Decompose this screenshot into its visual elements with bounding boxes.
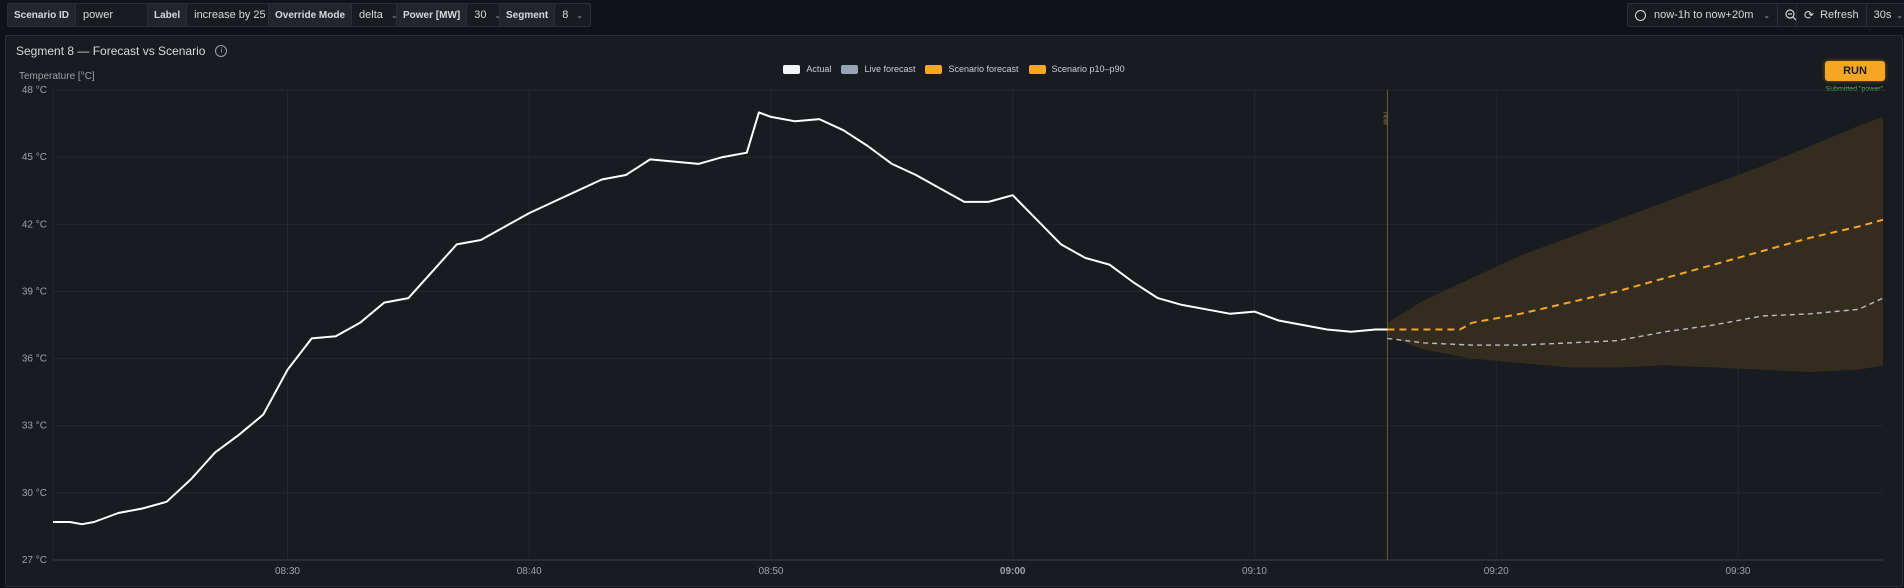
legend-label: Actual bbox=[806, 64, 832, 74]
y-tick-label: 36 °C bbox=[22, 354, 47, 365]
power-select[interactable]: 30 ⌄ bbox=[467, 4, 508, 26]
refresh-picker[interactable]: ⟳ Refresh 30s ⌄ bbox=[1796, 3, 1904, 27]
clock-icon bbox=[1635, 9, 1646, 21]
scenario-p10-p90-band bbox=[1387, 116, 1883, 373]
zoom-out-icon bbox=[1785, 9, 1797, 21]
legend-item-scenario-band[interactable]: Scenario p10–p90 bbox=[1028, 64, 1125, 74]
chart-legend: Actual Live forecast Scenario forecast S… bbox=[6, 64, 1902, 74]
x-tick-label: 09:00 bbox=[1000, 566, 1026, 577]
refresh-label: Refresh bbox=[1820, 9, 1859, 21]
chevron-down-icon: ⌄ bbox=[1896, 10, 1904, 20]
panel-title: Segment 8 — Forecast vs Scenario i bbox=[16, 44, 228, 58]
legend-label: Scenario forecast bbox=[948, 64, 1019, 74]
label-input[interactable]: increase by 25 bbox=[194, 9, 266, 21]
legend-swatch bbox=[783, 64, 801, 74]
segment-value: 8 bbox=[562, 9, 569, 21]
grid-lines bbox=[52, 89, 1883, 561]
y-tick-label: 42 °C bbox=[22, 219, 47, 230]
chevron-down-icon: ⌄ bbox=[494, 10, 502, 20]
scenario-forecast-line bbox=[1387, 218, 1884, 331]
x-tick-label: 08:30 bbox=[275, 566, 300, 577]
label-label: Label bbox=[148, 4, 188, 26]
zoom-out-button[interactable] bbox=[1777, 4, 1804, 26]
info-icon[interactable]: i bbox=[215, 45, 228, 57]
chevron-down-icon: ⌄ bbox=[390, 10, 398, 20]
legend-item-scenario-forecast[interactable]: Scenario forecast bbox=[925, 64, 1019, 74]
power-label: Power [MW] bbox=[397, 4, 468, 26]
now-label: now bbox=[1381, 112, 1388, 126]
legend-item-live-forecast[interactable]: Live forecast bbox=[841, 64, 915, 74]
scenario-id-label: Scenario ID bbox=[8, 4, 77, 26]
toolbar: Scenario ID power Label increase by 25 O… bbox=[0, 0, 1904, 28]
segment-label: Segment bbox=[500, 4, 556, 26]
override-mode-value: delta bbox=[359, 9, 383, 21]
legend-swatch bbox=[841, 64, 859, 74]
y-tick-label: 30 °C bbox=[22, 488, 47, 499]
live-forecast-line bbox=[1387, 297, 1884, 346]
y-axis-ticks: 27 °C 30 °C 33 °C 36 °C 39 °C 42 °C 45 °C 48 °C bbox=[22, 85, 47, 566]
x-axis-ticks: 08:30 08:40 08:50 09:00 09:10 09:20 09:30 bbox=[275, 566, 1751, 577]
legend-item-actual[interactable]: Actual bbox=[783, 64, 831, 74]
label-control[interactable]: Label increase by 25 bbox=[147, 3, 274, 27]
time-range-value: now-1h to now+20m bbox=[1654, 9, 1754, 21]
override-mode-control[interactable]: Override Mode delta ⌄ bbox=[268, 3, 406, 27]
override-mode-select[interactable]: delta ⌄ bbox=[352, 4, 405, 26]
x-tick-label: 08:40 bbox=[517, 566, 542, 577]
legend-swatch bbox=[1028, 64, 1046, 74]
refresh-interval-select[interactable]: 30s ⌄ bbox=[1865, 4, 1904, 26]
y-tick-label: 39 °C bbox=[22, 286, 47, 297]
x-tick-label: 09:10 bbox=[1242, 566, 1267, 577]
run-button[interactable]: RUN bbox=[1825, 61, 1885, 81]
refresh-interval-value: 30s bbox=[1873, 9, 1892, 21]
segment-select[interactable]: 8 ⌄ bbox=[555, 4, 590, 26]
y-tick-label: 45 °C bbox=[22, 152, 47, 163]
legend-label: Scenario p10–p90 bbox=[1051, 64, 1125, 74]
override-mode-label: Override Mode bbox=[269, 4, 353, 26]
actual-line bbox=[53, 111, 1388, 526]
y-tick-label: 33 °C bbox=[22, 421, 47, 432]
time-range-button[interactable]: now-1h to now+20m ⌄ bbox=[1628, 4, 1777, 26]
refresh-icon: ⟳ bbox=[1804, 8, 1815, 22]
panel-title-text: Segment 8 — Forecast vs Scenario bbox=[16, 44, 206, 58]
y-axis-title: Temperature [°C] bbox=[19, 71, 95, 82]
chevron-down-icon: ⌄ bbox=[576, 10, 584, 20]
power-value: 30 bbox=[474, 9, 487, 21]
chevron-down-icon: ⌄ bbox=[1763, 10, 1771, 20]
y-tick-label: 48 °C bbox=[22, 85, 47, 96]
legend-label: Live forecast bbox=[864, 64, 916, 74]
x-tick-label: 08:50 bbox=[758, 566, 783, 577]
scenario-id-input[interactable]: power bbox=[83, 9, 113, 21]
scenario-id-control[interactable]: Scenario ID power bbox=[7, 3, 154, 27]
y-tick-label: 27 °C bbox=[22, 555, 47, 566]
x-tick-label: 09:20 bbox=[1484, 566, 1509, 577]
segment-control[interactable]: Segment 8 ⌄ bbox=[499, 3, 592, 27]
x-tick-label: 09:30 bbox=[1725, 566, 1750, 577]
legend-swatch bbox=[925, 64, 943, 74]
refresh-button[interactable]: ⟳ Refresh bbox=[1797, 4, 1866, 26]
